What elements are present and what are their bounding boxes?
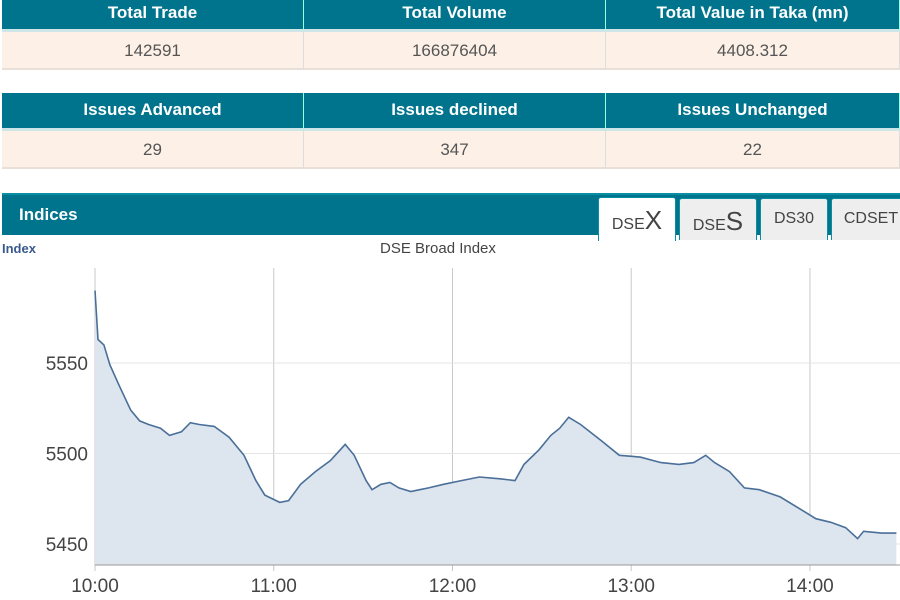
tab-dses[interactable]: DSES — [679, 198, 757, 240]
tab-ds30[interactable]: DS30 — [760, 198, 828, 240]
value-total-value: 4408.312 — [606, 32, 900, 70]
market-summary-table: Total Trade Total Volume Total Value in … — [2, 0, 900, 70]
tab-label: DSE — [611, 216, 645, 233]
tab-label-big: S — [725, 206, 744, 236]
x-tick-label: 14:00 — [786, 576, 834, 597]
tab-label: DS30 — [773, 210, 815, 227]
value-issues-unchanged: 22 — [606, 131, 900, 169]
y-tick-label: 5450 — [46, 535, 88, 556]
tab-label: DSE — [692, 217, 726, 234]
x-tick-label: 10:00 — [71, 576, 119, 597]
header-total-volume: Total Volume — [304, 0, 606, 32]
y-tick-label: 5550 — [46, 354, 88, 375]
y-tick-label: 5500 — [46, 445, 88, 466]
chart-title: DSE Broad Index — [380, 240, 496, 257]
value-total-volume: 166876404 — [304, 32, 606, 70]
value-issues-advanced: 29 — [2, 131, 304, 169]
x-tick-label: 13:00 — [607, 576, 655, 597]
area-fill — [95, 290, 897, 565]
indices-title: Indices — [19, 205, 78, 224]
value-total-trade: 142591 — [2, 32, 304, 70]
header-total-trade: Total Trade — [2, 0, 304, 32]
series-line — [94, 290, 897, 540]
value-issues-declined: 347 — [304, 131, 606, 169]
header-issues-advanced: Issues Advanced — [2, 93, 304, 131]
tab-cdset[interactable]: CDSET — [831, 198, 900, 240]
y-axis-label: Index — [2, 241, 36, 256]
x-tick-label: 12:00 — [429, 576, 477, 597]
tab-dsex[interactable]: DSEX — [598, 197, 676, 241]
tab-label: CDSET — [843, 210, 899, 227]
header-issues-declined: Issues declined — [304, 93, 606, 131]
x-tick-label: 11:00 — [251, 576, 297, 597]
issues-table: Issues Advanced Issues declined Issues U… — [2, 93, 900, 169]
header-issues-unchanged: Issues Unchanged — [606, 93, 900, 131]
tab-label-big: X — [644, 205, 663, 235]
